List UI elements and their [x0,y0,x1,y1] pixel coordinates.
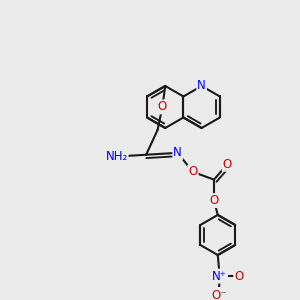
Text: N: N [173,146,182,159]
Text: O: O [223,158,232,171]
Text: NH₂: NH₂ [105,150,128,163]
Text: O: O [234,270,243,283]
Text: N⁺: N⁺ [212,270,227,283]
Text: O: O [158,100,167,113]
Text: N: N [197,80,206,92]
Text: O: O [188,165,198,178]
Text: O: O [209,194,219,207]
Text: O⁻: O⁻ [211,289,226,300]
